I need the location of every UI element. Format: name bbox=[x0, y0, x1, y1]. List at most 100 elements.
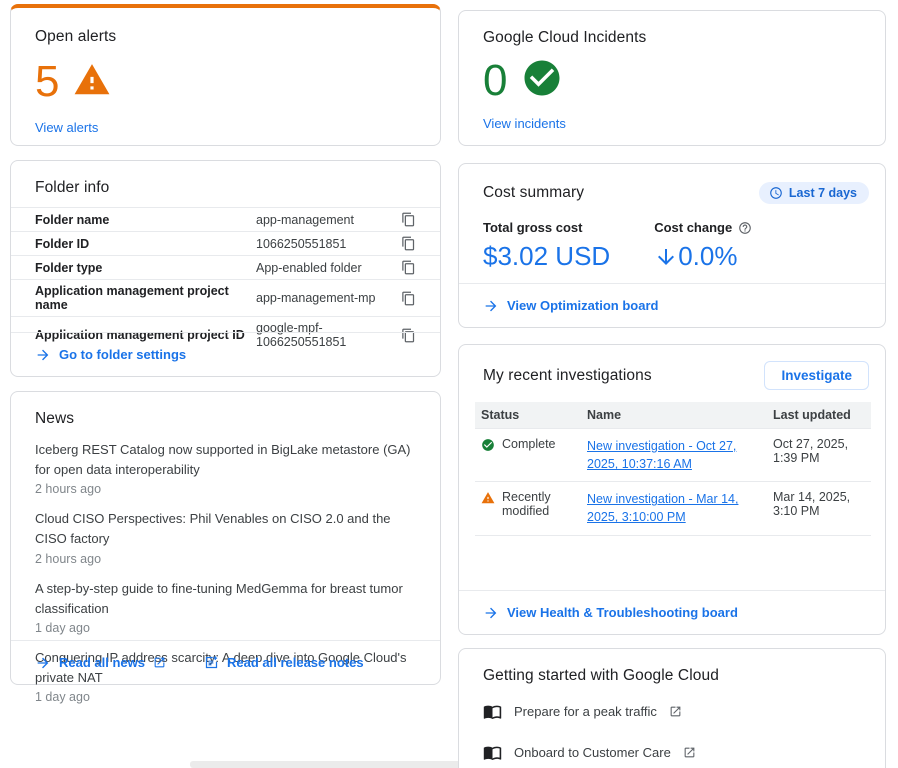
table-row: Recently modified New investigation - Ma… bbox=[475, 481, 871, 536]
warning-icon bbox=[481, 492, 495, 504]
total-gross-cost-metric: Total gross cost $3.02 USD bbox=[483, 220, 610, 272]
footer-link-label: Read all release notes bbox=[226, 655, 364, 670]
row-label: Folder ID bbox=[35, 236, 90, 251]
copy-icon[interactable] bbox=[401, 291, 416, 306]
copy-icon[interactable] bbox=[401, 260, 416, 275]
getting-started-card: Getting started with Google Cloud Prepar… bbox=[458, 648, 886, 768]
news-item-time: 2 hours ago bbox=[35, 482, 102, 497]
row-label: Folder name bbox=[35, 212, 110, 227]
folder-info-card: Folder info Folder name app-management F… bbox=[10, 160, 441, 377]
footer-link-label: View Optimization board bbox=[507, 298, 659, 313]
copy-icon[interactable] bbox=[401, 236, 416, 251]
investigate-button[interactable]: Investigate bbox=[764, 361, 869, 390]
footer-link-label: View Health & Troubleshooting board bbox=[507, 605, 738, 620]
getting-started-label: Prepare for a peak traffic bbox=[514, 704, 657, 719]
view-health-troubleshooting-link[interactable]: View Health & Troubleshooting board bbox=[483, 605, 738, 621]
open-alerts-title: Open alerts bbox=[35, 28, 117, 45]
status-label: Complete bbox=[502, 437, 556, 451]
arrow-forward-icon bbox=[35, 655, 51, 671]
row-value: app-management-mp bbox=[256, 291, 376, 305]
warning-icon bbox=[73, 61, 111, 104]
column-header-name: Name bbox=[581, 402, 767, 429]
investigation-link[interactable]: New investigation - Oct 27, 2025, 10:37:… bbox=[587, 439, 737, 472]
column-header-last-updated: Last updated bbox=[767, 402, 871, 429]
news-card: News Iceberg REST Catalog now supported … bbox=[10, 391, 441, 704]
read-release-notes-link[interactable]: Read all release notes bbox=[204, 655, 364, 670]
open-alerts-count: 5 bbox=[35, 57, 60, 106]
cost-summary-card: Cost summary Last 7 days Total gross cos… bbox=[458, 163, 886, 328]
footer-link-label: Read all news bbox=[59, 655, 145, 670]
time-range-chip[interactable]: Last 7 days bbox=[758, 182, 869, 204]
news-title: News bbox=[35, 410, 75, 427]
arrow-forward-icon bbox=[35, 347, 51, 363]
open-alerts-card: Open alerts 5 View alerts bbox=[10, 4, 441, 146]
getting-started-item[interactable]: Onboard to Customer Care bbox=[459, 732, 885, 768]
folder-row-mp-name: Application management project name app-… bbox=[11, 279, 440, 316]
view-incidents-link[interactable]: View incidents bbox=[483, 116, 566, 131]
view-optimization-board-link[interactable]: View Optimization board bbox=[483, 298, 658, 314]
getting-started-item[interactable]: Prepare for a peak traffic bbox=[459, 691, 885, 732]
row-value: App-enabled folder bbox=[256, 260, 362, 275]
folder-info-title: Folder info bbox=[35, 179, 110, 196]
help-icon[interactable] bbox=[738, 221, 752, 235]
news-item-title[interactable]: Cloud CISO Perspectives: Phil Venables o… bbox=[35, 511, 391, 547]
investigation-link[interactable]: New investigation - Mar 14, 2025, 3:10:0… bbox=[587, 492, 739, 525]
folder-row-name: Folder name app-management bbox=[11, 207, 440, 231]
row-label: Folder type bbox=[35, 260, 103, 275]
book-icon bbox=[483, 705, 502, 720]
news-item-time: 1 day ago bbox=[35, 620, 90, 635]
row-value: app-management bbox=[256, 212, 354, 227]
news-item-title[interactable]: Iceberg REST Catalog now supported in Bi… bbox=[35, 442, 411, 478]
investigations-card: My recent investigations Investigate Sta… bbox=[458, 344, 886, 635]
list-item: A step-by-step guide to fine-tuning MedG… bbox=[11, 579, 440, 635]
last-updated-value: Oct 27, 2025, 1:39 PM bbox=[773, 437, 849, 465]
time-range-label: Last 7 days bbox=[788, 186, 857, 200]
incidents-count: 0 bbox=[483, 55, 508, 105]
folder-row-id: Folder ID 1066250551851 bbox=[11, 231, 440, 255]
cost-change-value: 0.0% bbox=[678, 241, 738, 271]
book-icon bbox=[483, 746, 502, 761]
external-link-icon bbox=[153, 656, 166, 669]
getting-started-title: Getting started with Google Cloud bbox=[483, 667, 719, 684]
news-item-time: 2 hours ago bbox=[35, 551, 102, 566]
folder-row-type: Folder type App-enabled folder bbox=[11, 255, 440, 279]
list-item: Cloud CISO Perspectives: Phil Venables o… bbox=[11, 509, 440, 565]
row-value: 1066250551851 bbox=[256, 236, 347, 251]
list-item: Conquering IP address scarcity: A deep d… bbox=[11, 648, 440, 704]
go-to-folder-settings-link[interactable]: Go to folder settings bbox=[35, 347, 186, 363]
arrow-down-icon bbox=[654, 245, 678, 269]
total-cost-value: $3.02 USD bbox=[483, 241, 611, 271]
folder-row-mp-id: Application management project ID google… bbox=[11, 316, 440, 353]
check-circle-icon bbox=[521, 57, 563, 104]
investigations-title: My recent investigations bbox=[483, 366, 652, 384]
last-updated-value: Mar 14, 2025, 3:10 PM bbox=[773, 490, 851, 519]
clock-icon bbox=[770, 187, 782, 199]
table-row: Complete New investigation - Oct 27, 202… bbox=[475, 428, 871, 483]
check-circle-icon bbox=[482, 439, 494, 451]
status-cell: Recently modified bbox=[481, 490, 575, 518]
status-label: Recently modified bbox=[502, 490, 551, 519]
cost-summary-title: Cost summary bbox=[483, 184, 585, 201]
news-item-title[interactable]: A step-by-step guide to fine-tuning MedG… bbox=[35, 580, 403, 616]
view-alerts-link[interactable]: View alerts bbox=[35, 120, 99, 135]
incidents-title: Google Cloud Incidents bbox=[483, 29, 647, 46]
getting-started-label: Onboard to Customer Care bbox=[514, 745, 671, 760]
copy-icon[interactable] bbox=[401, 328, 416, 343]
investigations-table: Status Name Last updated Complete New in… bbox=[475, 402, 871, 536]
news-item-time: 1 day ago bbox=[35, 690, 90, 705]
arrow-forward-icon bbox=[483, 298, 499, 314]
release-notes-icon bbox=[204, 655, 219, 670]
arrow-forward-icon bbox=[483, 605, 499, 621]
status-cell: Complete bbox=[481, 437, 575, 452]
cost-change-metric: Cost change 0.0% bbox=[654, 220, 752, 272]
copy-icon[interactable] bbox=[401, 212, 416, 227]
news-item-title[interactable]: Conquering IP address scarcity: A deep d… bbox=[35, 649, 407, 685]
row-label: Application management project name bbox=[35, 284, 229, 312]
cost-change-label: Cost change bbox=[654, 220, 733, 235]
total-cost-label: Total gross cost bbox=[483, 220, 583, 235]
external-link-icon bbox=[669, 705, 682, 718]
column-header-status: Status bbox=[475, 402, 581, 429]
list-item: Iceberg REST Catalog now supported in Bi… bbox=[11, 440, 440, 496]
read-all-news-link[interactable]: Read all news bbox=[35, 655, 166, 671]
